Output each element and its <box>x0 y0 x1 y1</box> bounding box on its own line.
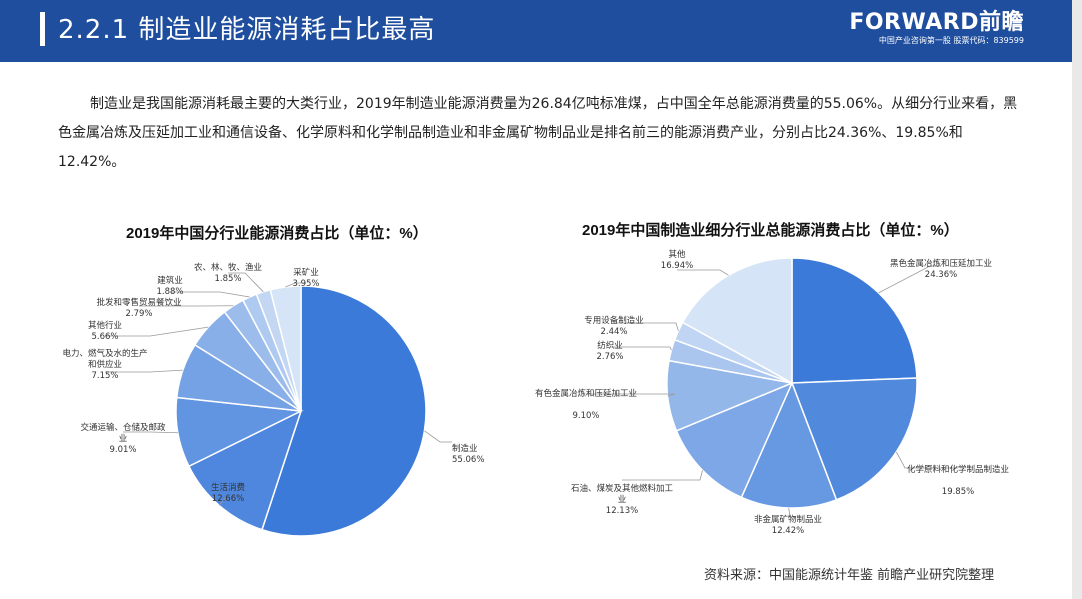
pie2-category-label: 纺织业 <box>597 340 623 351</box>
pie2-leader-line <box>878 265 941 294</box>
pie1-leader-line <box>285 282 306 288</box>
pie2-category-label: 专用设备制造业 <box>584 315 644 326</box>
pie2-category-label: 其他 <box>668 249 686 260</box>
pie2-slice <box>740 381 838 509</box>
pie2-value-label: 16.94% <box>661 261 693 271</box>
pie1-value-label: 12.66% <box>212 494 244 504</box>
chart-title-manufacturing: 2019年中国制造业细分行业总能源消费占比（单位：%） <box>582 222 959 239</box>
pie1-leader-line <box>105 326 209 337</box>
pie2-category-label: 石油、煤炭及其他燃料加工 <box>571 483 674 494</box>
logo-tagline: 中国产业咨询第一股 股票代码：839599 <box>878 36 1024 45</box>
pie2-slice <box>791 257 918 384</box>
pie2-value-label: 9.10% <box>572 411 599 421</box>
pie1-category-label: 业 <box>119 433 128 444</box>
pie1-slice <box>261 285 427 537</box>
pie2-value-label: 2.44% <box>600 327 627 337</box>
pie2-leader-line <box>788 507 791 517</box>
pie2-category-label: 化学原料和化学制品制造业 <box>907 464 1009 475</box>
pie1-value-label: 1.88% <box>156 287 183 297</box>
pie2-slice <box>681 257 793 385</box>
pie1-leader-line <box>170 291 250 298</box>
source-note: 资料来源：中国能源统计年鉴 前瞻产业研究院整理 <box>704 568 995 583</box>
pie2-leader-line <box>614 322 679 332</box>
pie1-value-label: 1.85% <box>214 274 241 284</box>
page-title: 2.2.1 制造业能源消耗占比最高 <box>58 15 436 45</box>
pie2-leader-line <box>895 451 958 469</box>
pie2-value-label: 12.13% <box>606 506 638 516</box>
pie1-leader-line <box>123 431 178 434</box>
pie1-leader-line <box>218 494 229 506</box>
body-paragraph: 制造业是我国能源消耗最主要的大类行业，2019年制造业能源消费量为26.84亿吨… <box>58 96 1018 170</box>
pie2-category-label: 有色金属冶炼和压延加工业 <box>535 388 637 399</box>
pie2-slice <box>790 377 918 501</box>
pie1-value-label: 2.79% <box>125 309 152 319</box>
pie1-category-label: 建筑业 <box>157 275 183 286</box>
pie1-category-label: 电力、燃气及水的生产 <box>62 348 147 359</box>
logo-wordmark: FORWARD前瞻 <box>849 10 1024 35</box>
pie1-category-label: 采矿业 <box>293 267 319 278</box>
pie1-category-label: 生活消费 <box>211 482 246 493</box>
pie1-leader-line <box>105 369 183 373</box>
pie2-value-label: 2.76% <box>596 352 623 362</box>
pie1-category-label: 批发和零售贸易餐饮业 <box>96 297 181 308</box>
pie1-value-label: 3.95% <box>292 279 319 289</box>
pie2-leader-line <box>586 393 676 397</box>
pie2-leader-line <box>677 269 729 276</box>
pie1-category-label: 农、林、牧、渔业 <box>194 262 262 273</box>
pie1-value-label: 55.06% <box>452 455 484 465</box>
pie1-value-label: 5.66% <box>91 332 118 342</box>
pie1-leader-line <box>228 272 264 293</box>
header-bar: 2.2.1 制造业能源消耗占比最高 FORWARD前瞻 中国产业咨询第一股 股票… <box>0 0 1072 62</box>
chart-title-industry: 2019年中国分行业能源消费占比（单位：%） <box>126 225 428 242</box>
title-accent-bar <box>40 12 45 46</box>
pie1-leader-line <box>424 430 452 443</box>
pie2-value-label: 24.36% <box>925 270 957 280</box>
pie2-category-label: 黑色金属冶炼和压延加工业 <box>890 258 992 269</box>
pie1-category-label: 和供应业 <box>88 359 122 370</box>
pie2-leader-line <box>622 470 703 481</box>
pie1-category-label: 交通运输、仓储及邮政 <box>80 422 166 433</box>
pie2-category-label: 业 <box>618 494 627 505</box>
pie2-leader-line <box>610 346 672 351</box>
scrollbar-track[interactable] <box>1072 0 1082 599</box>
pie1-slice <box>269 285 302 412</box>
pie1-value-label: 9.01% <box>109 445 136 455</box>
pie1-category-label: 制造业 <box>452 443 478 454</box>
forward-logo: FORWARD前瞻 中国产业咨询第一股 股票代码：839599 <box>849 11 1024 47</box>
pie1-category-label: 其他行业 <box>88 320 122 331</box>
pie2-category-label: 非金属矿物制品业 <box>754 514 822 525</box>
pie2-value-label: 12.42% <box>772 526 804 536</box>
pie2-value-label: 19.85% <box>942 487 974 497</box>
pie2-slice <box>675 381 794 499</box>
pie1-value-label: 7.15% <box>91 371 118 381</box>
